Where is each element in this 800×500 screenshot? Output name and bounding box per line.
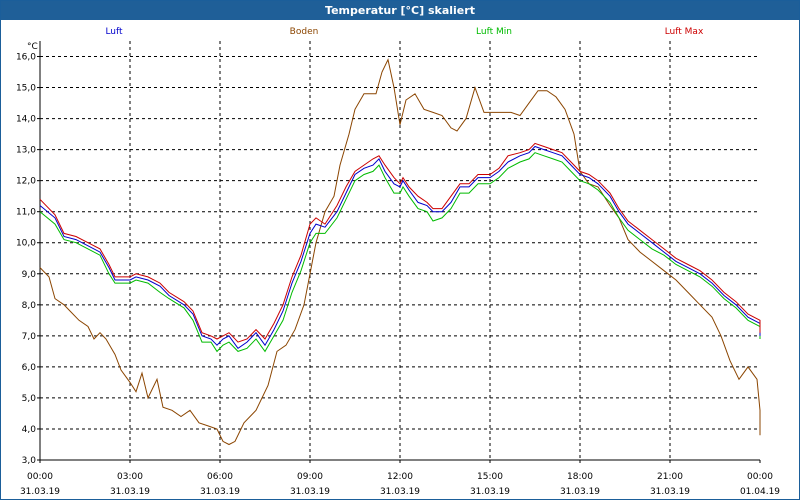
y-tick-label: 6,0: [22, 363, 37, 373]
x-tick-date: 31.03.19: [200, 487, 240, 497]
x-tick-time: 15:00: [477, 472, 503, 482]
y-tick-label: 5,0: [22, 394, 37, 404]
y-tick-label: 12,0: [16, 177, 36, 187]
y-tick-label: 13,0: [16, 146, 36, 156]
x-axis-labels: 00:00 31.03.19 03:00 31.03.19 06:00 31.03.19 0…: [20, 472, 780, 497]
window-title: Temperatur [°C] skaliert: [1, 1, 799, 20]
legend-entry: Boden: [290, 27, 319, 37]
y-tick-label: 11,0: [16, 208, 36, 218]
legend-entry: Luft: [105, 27, 123, 37]
y-tick-label: 16,0: [16, 53, 36, 63]
x-tick-date: 31.03.19: [470, 487, 510, 497]
plot-area: [39, 58, 761, 446]
y-axis-unit: °C: [27, 42, 38, 52]
x-tick-time: 09:00: [297, 472, 323, 482]
legend: Luft Boden Luft Min Luft Max: [105, 27, 704, 37]
y-axis-labels: 16,0 15,0 14,0 13,0 12,0 11,0 10,0 9,0 8,0 7,0 6,0…: [16, 42, 38, 466]
chart-grid: [40, 41, 760, 460]
x-tick-time: 21:00: [657, 472, 683, 482]
series-line-luft-max: [39, 142, 761, 343]
y-tick-label: 7,0: [22, 332, 37, 342]
y-tick-label: 3,0: [22, 456, 37, 466]
x-tick-time: 00:00: [747, 472, 773, 482]
legend-entry: Luft Min: [476, 27, 512, 37]
x-tick-date: 01.04.19: [740, 487, 780, 497]
legend-entry: Luft Max: [665, 27, 704, 37]
x-tick-time: 00:00: [27, 472, 53, 482]
series-line-luft: [39, 145, 761, 349]
x-tick-date: 31.03.19: [110, 487, 150, 497]
series-line-boden: [39, 58, 761, 446]
y-tick-label: 4,0: [22, 425, 37, 435]
x-tick-time: 12:00: [387, 472, 413, 482]
x-tick-date: 31.03.19: [650, 487, 690, 497]
y-tick-label: 15,0: [16, 84, 36, 94]
series-line-luft-min: [39, 152, 761, 353]
x-tick-date: 31.03.19: [20, 487, 60, 497]
x-tick-time: 03:00: [117, 472, 143, 482]
chart-axes: [37, 41, 761, 463]
y-tick-label: 10,0: [16, 239, 36, 249]
x-tick-date: 31.03.19: [380, 487, 420, 497]
y-tick-label: 9,0: [22, 270, 37, 280]
x-tick-time: 18:00: [567, 472, 593, 482]
x-tick-date: 31.03.19: [560, 487, 600, 497]
y-tick-label: 14,0: [16, 115, 36, 125]
y-tick-label: 8,0: [22, 301, 37, 311]
x-tick-date: 31.03.19: [290, 487, 330, 497]
x-tick-time: 06:00: [207, 472, 233, 482]
